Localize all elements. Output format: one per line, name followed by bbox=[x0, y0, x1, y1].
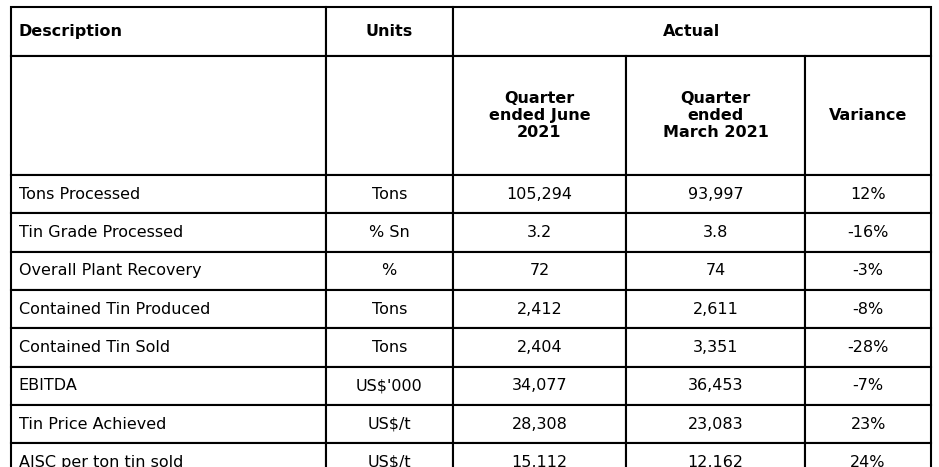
Bar bbox=[453, 213, 626, 252]
Bar bbox=[805, 328, 931, 367]
Bar bbox=[326, 367, 453, 405]
Text: Tons Processed: Tons Processed bbox=[19, 187, 140, 202]
Text: Overall Plant Recovery: Overall Plant Recovery bbox=[19, 263, 201, 278]
Bar bbox=[326, 56, 453, 175]
Bar bbox=[626, 252, 805, 290]
Text: 3.2: 3.2 bbox=[527, 225, 552, 240]
Text: % Sn: % Sn bbox=[369, 225, 409, 240]
Text: 34,077: 34,077 bbox=[512, 378, 567, 393]
Text: -28%: -28% bbox=[847, 340, 889, 355]
Text: 23,083: 23,083 bbox=[687, 417, 744, 432]
Bar bbox=[453, 328, 626, 367]
Text: Description: Description bbox=[19, 24, 123, 39]
Bar bbox=[11, 56, 326, 175]
Text: AISC per ton tin sold: AISC per ton tin sold bbox=[19, 455, 183, 467]
Text: 93,997: 93,997 bbox=[687, 187, 744, 202]
Bar bbox=[11, 328, 326, 367]
Bar bbox=[326, 290, 453, 328]
Bar bbox=[626, 328, 805, 367]
Bar bbox=[11, 443, 326, 467]
Bar bbox=[805, 252, 931, 290]
Bar bbox=[326, 405, 453, 443]
Bar bbox=[453, 367, 626, 405]
Text: -3%: -3% bbox=[853, 263, 884, 278]
Text: 12%: 12% bbox=[851, 187, 885, 202]
Text: Quarter
ended June
2021: Quarter ended June 2021 bbox=[488, 91, 591, 141]
Text: Actual: Actual bbox=[664, 24, 720, 39]
Bar bbox=[11, 7, 326, 56]
Text: 36,453: 36,453 bbox=[687, 378, 744, 393]
Bar bbox=[453, 290, 626, 328]
Text: 2,404: 2,404 bbox=[516, 340, 562, 355]
Bar bbox=[453, 405, 626, 443]
Bar bbox=[11, 405, 326, 443]
Text: -16%: -16% bbox=[847, 225, 889, 240]
Text: 3,351: 3,351 bbox=[693, 340, 738, 355]
Bar bbox=[626, 56, 805, 175]
Bar bbox=[11, 175, 326, 213]
Bar bbox=[805, 405, 931, 443]
Text: US$/t: US$/t bbox=[367, 455, 411, 467]
Text: Tin Grade Processed: Tin Grade Processed bbox=[19, 225, 183, 240]
Text: 24%: 24% bbox=[851, 455, 885, 467]
Bar bbox=[805, 213, 931, 252]
Bar bbox=[453, 443, 626, 467]
Text: US$'000: US$'000 bbox=[356, 378, 423, 393]
Text: Tons: Tons bbox=[372, 302, 407, 317]
Text: -7%: -7% bbox=[853, 378, 884, 393]
Text: 72: 72 bbox=[530, 263, 549, 278]
Text: 2,412: 2,412 bbox=[516, 302, 562, 317]
Bar bbox=[453, 175, 626, 213]
Bar bbox=[805, 56, 931, 175]
Bar bbox=[626, 213, 805, 252]
Text: Units: Units bbox=[365, 24, 413, 39]
Bar bbox=[11, 213, 326, 252]
Bar bbox=[626, 443, 805, 467]
Bar bbox=[453, 56, 626, 175]
Text: Tin Price Achieved: Tin Price Achieved bbox=[19, 417, 166, 432]
Text: -8%: -8% bbox=[853, 302, 884, 317]
Text: Tons: Tons bbox=[372, 187, 407, 202]
Text: 23%: 23% bbox=[851, 417, 885, 432]
Bar bbox=[453, 7, 931, 56]
Bar bbox=[326, 252, 453, 290]
Bar bbox=[326, 443, 453, 467]
Bar bbox=[805, 175, 931, 213]
Text: 2,611: 2,611 bbox=[693, 302, 738, 317]
Bar bbox=[453, 252, 626, 290]
Text: Contained Tin Produced: Contained Tin Produced bbox=[19, 302, 210, 317]
Text: US$/t: US$/t bbox=[367, 417, 411, 432]
Bar bbox=[326, 7, 453, 56]
Bar bbox=[805, 367, 931, 405]
Text: EBITDA: EBITDA bbox=[19, 378, 78, 393]
Bar bbox=[11, 252, 326, 290]
Bar bbox=[805, 290, 931, 328]
Text: 28,308: 28,308 bbox=[512, 417, 567, 432]
Bar bbox=[326, 213, 453, 252]
Text: 3.8: 3.8 bbox=[702, 225, 729, 240]
Bar bbox=[326, 328, 453, 367]
Bar bbox=[326, 175, 453, 213]
Bar bbox=[11, 367, 326, 405]
Text: 105,294: 105,294 bbox=[506, 187, 573, 202]
Text: Quarter
ended
March 2021: Quarter ended March 2021 bbox=[663, 91, 768, 141]
Text: 74: 74 bbox=[705, 263, 726, 278]
Text: 15,112: 15,112 bbox=[512, 455, 567, 467]
Text: 12,162: 12,162 bbox=[687, 455, 744, 467]
Text: Variance: Variance bbox=[829, 108, 907, 123]
Bar bbox=[626, 367, 805, 405]
Text: Contained Tin Sold: Contained Tin Sold bbox=[19, 340, 170, 355]
Bar bbox=[626, 175, 805, 213]
Text: %: % bbox=[381, 263, 397, 278]
Bar bbox=[11, 290, 326, 328]
Bar bbox=[805, 443, 931, 467]
Text: Tons: Tons bbox=[372, 340, 407, 355]
Bar bbox=[626, 290, 805, 328]
Bar bbox=[626, 405, 805, 443]
